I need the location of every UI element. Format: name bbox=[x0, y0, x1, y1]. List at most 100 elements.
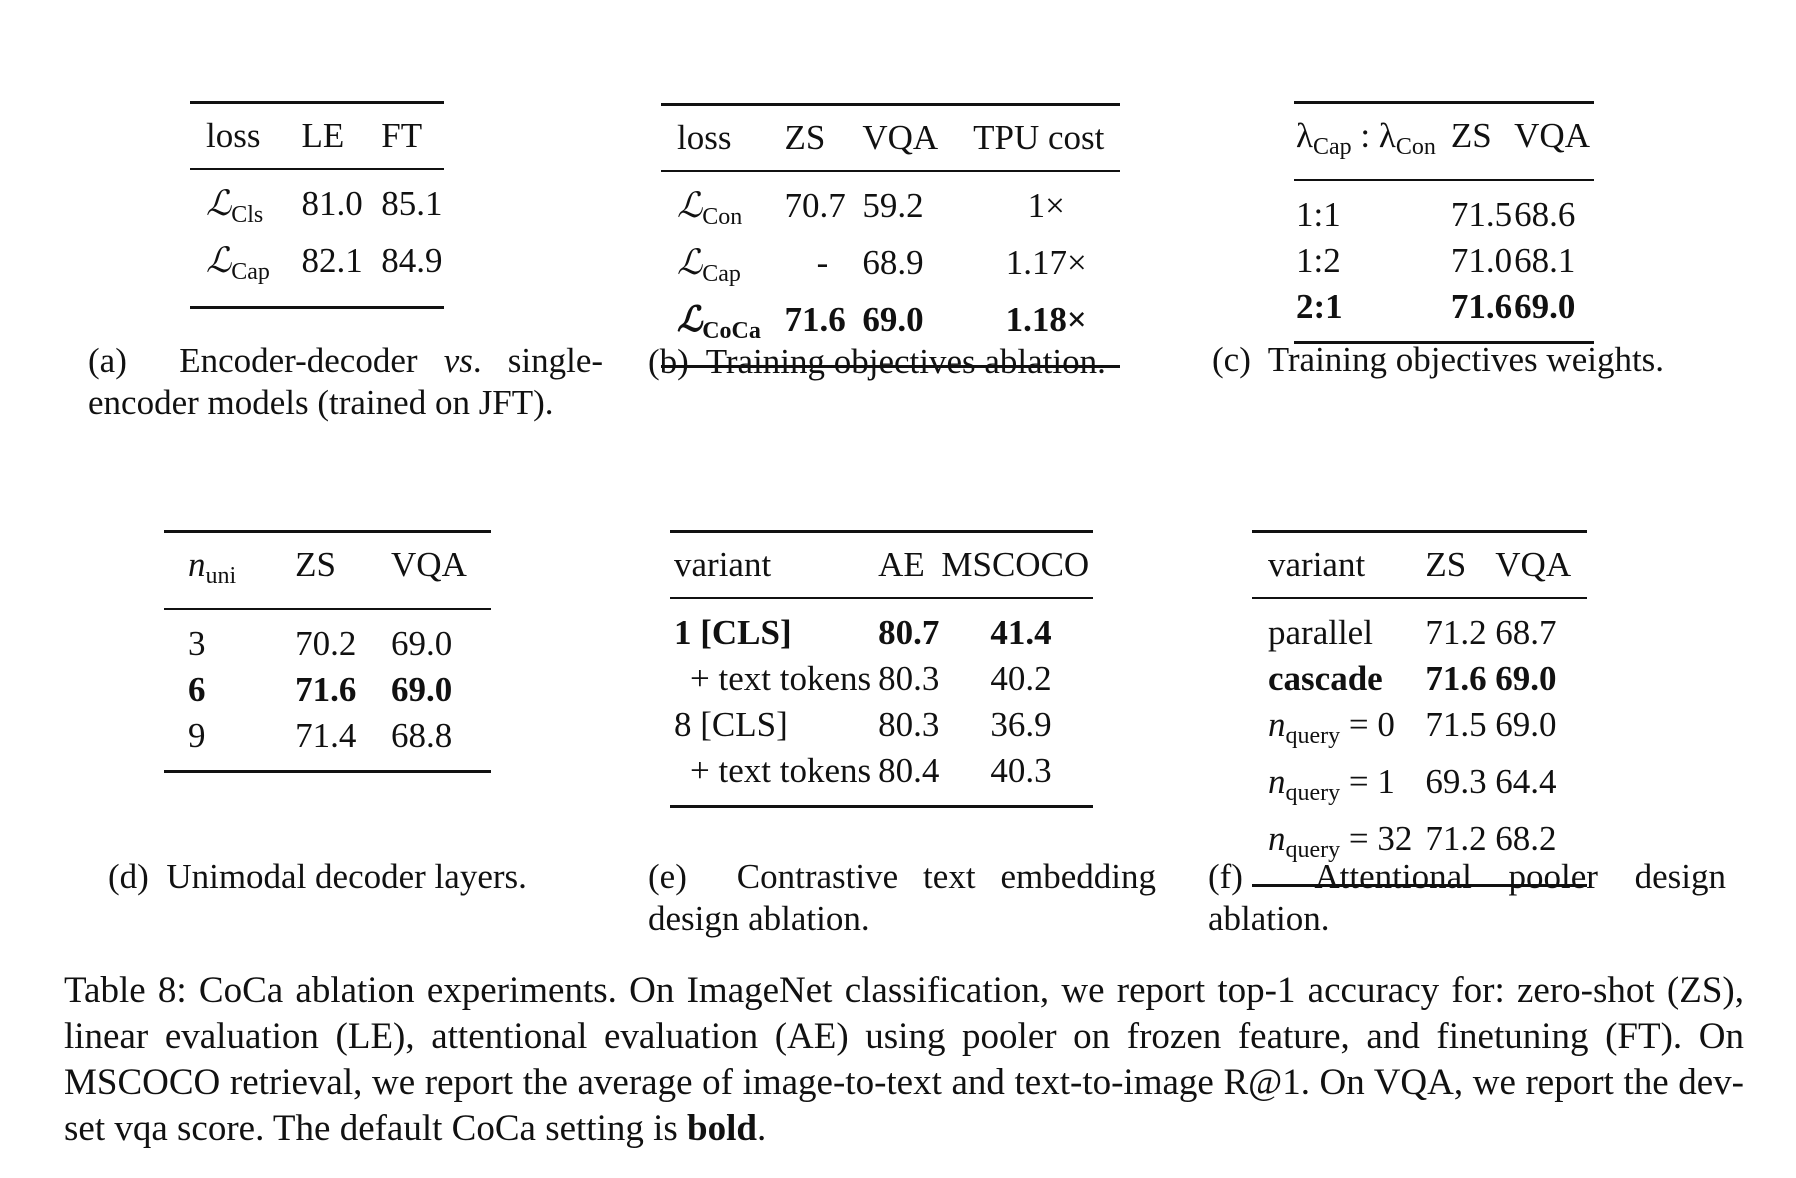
loss-symbol: ℒ bbox=[677, 186, 703, 226]
table-row: + text tokens 80.4 40.3 bbox=[670, 748, 1093, 807]
table-cell: + text tokens bbox=[690, 751, 872, 790]
table-e-panel: variant AE MSCOCO 1 [CLS] 80.7 41.4 + te… bbox=[670, 530, 1094, 808]
table-cell: - bbox=[816, 243, 829, 282]
table-cell: 71.6 bbox=[784, 300, 846, 339]
table-cell: 71.6 bbox=[1450, 287, 1513, 326]
table-d: nuni ZS VQA 3 70.2 69.0 6 71.6 69.0 9 71… bbox=[164, 530, 491, 773]
table-cell: 71.5 bbox=[1450, 195, 1513, 234]
n-symbol: n bbox=[188, 545, 206, 584]
table-b-header-vqa: VQA bbox=[861, 104, 973, 172]
n-symbol: n bbox=[1268, 705, 1286, 744]
caption-a-text-2: . single-encoder models (trained on JFT)… bbox=[88, 341, 604, 422]
table-c: λCap : λCon ZS VQA 1:1 71.5 68.6 1:2 71.… bbox=[1294, 101, 1594, 344]
table-cell: 85.1 bbox=[381, 184, 443, 223]
table-cell: 41.4 bbox=[990, 613, 1052, 652]
n-equals: = 32 bbox=[1340, 819, 1413, 858]
n-subscript: query bbox=[1285, 780, 1341, 806]
table-row: 1 [CLS] 80.7 41.4 bbox=[670, 598, 1093, 656]
caption-c-text: Training objectives weights. bbox=[1267, 340, 1665, 379]
caption-e: (e) Contrastive text embedding design ab… bbox=[648, 856, 1156, 940]
loss-subscript: Cls bbox=[231, 202, 264, 228]
table-row: cascade 71.6 69.0 bbox=[1252, 656, 1587, 702]
table-row: 9 71.4 68.8 bbox=[164, 713, 491, 772]
table-f-panel: variant ZS VQA parallel 71.2 68.7 cascad… bbox=[1252, 530, 1588, 887]
table-b-header-tpu: TPU cost bbox=[972, 104, 1121, 172]
table-cell: 40.3 bbox=[990, 751, 1052, 790]
table-cell: 71.2 bbox=[1425, 613, 1487, 652]
loss-symbol: ℒ bbox=[677, 243, 703, 283]
caption-d-label: (d) bbox=[108, 857, 149, 896]
table-row: ℒCap 82.1 84.9 bbox=[190, 238, 444, 308]
table-cell: 68.1 bbox=[1514, 241, 1576, 280]
table-e-header-ae: AE bbox=[872, 531, 941, 599]
table-d-header-n: nuni bbox=[164, 531, 295, 610]
table-cell: 71.0 bbox=[1450, 241, 1513, 280]
caption-f: (f) Attentional pooler design ablation. bbox=[1208, 856, 1726, 940]
caption-f-text: Attentional pooler design ablation. bbox=[1208, 857, 1726, 938]
table-cell: 68.2 bbox=[1495, 819, 1557, 858]
table-cell: 80.3 bbox=[878, 659, 940, 698]
table-a-panel: loss LE FT ℒCls 81.0 85.1 ℒCap 82.1 84.9 bbox=[190, 101, 445, 309]
table-cell: 68.6 bbox=[1514, 195, 1576, 234]
table-cell: 69.0 bbox=[1495, 659, 1557, 698]
table-cell: 6 bbox=[188, 670, 206, 709]
table-cell: 71.6 bbox=[295, 670, 357, 709]
lambda-subscript-con: Con bbox=[1395, 134, 1436, 160]
table-cell: 68.8 bbox=[391, 716, 453, 755]
table-row: ℒCon 70.7 59.2 1× bbox=[661, 171, 1120, 240]
table-f: variant ZS VQA parallel 71.2 68.7 cascad… bbox=[1252, 530, 1588, 887]
table-d-header-vqa: VQA bbox=[390, 531, 491, 610]
table-row: 6 71.6 69.0 bbox=[164, 667, 491, 713]
table-row: + text tokens 80.3 40.2 bbox=[670, 656, 1093, 702]
caption-e-text: Contrastive text embedding design ablati… bbox=[648, 857, 1156, 938]
table-cell: 71.2 bbox=[1425, 819, 1487, 858]
caption-b-text: Training objectives ablation. bbox=[705, 342, 1106, 381]
n-equals: = 1 bbox=[1340, 762, 1395, 801]
table-a: loss LE FT ℒCls 81.0 85.1 ℒCap 82.1 84.9 bbox=[190, 101, 445, 309]
table-f-header-zs: ZS bbox=[1413, 531, 1495, 599]
table-cell: 80.4 bbox=[878, 751, 940, 790]
table-row: nquery = 0 71.5 69.0 bbox=[1252, 702, 1587, 759]
caption-b-label: (b) bbox=[648, 342, 689, 381]
table-cell: 80.7 bbox=[878, 613, 940, 652]
table-cell: 1× bbox=[1027, 186, 1065, 225]
table-a-header-le: LE bbox=[300, 102, 381, 170]
table-cell: 1:2 bbox=[1296, 241, 1341, 280]
ratio-colon: : bbox=[1351, 116, 1379, 155]
lambda-symbol: λ bbox=[1378, 116, 1396, 155]
table-row: nquery = 32 71.2 68.2 bbox=[1252, 816, 1587, 886]
table-a-header-ft: FT bbox=[380, 102, 445, 170]
table-cell: 71.4 bbox=[295, 716, 357, 755]
loss-symbol: ℒ bbox=[677, 299, 703, 340]
table-8-caption-bold: bold bbox=[687, 1108, 757, 1149]
table-cell: 71.5 bbox=[1425, 705, 1487, 744]
caption-a: (a) Encoder-decoder vs. single-encoder m… bbox=[88, 340, 603, 424]
table-8-caption-text: Table 8: CoCa ablation experiments. On I… bbox=[64, 970, 1744, 1149]
caption-a-label: (a) bbox=[88, 341, 127, 380]
table-d-panel: nuni ZS VQA 3 70.2 69.0 6 71.6 69.0 9 71… bbox=[164, 530, 491, 773]
table-row: 2:1 71.6 69.0 bbox=[1294, 284, 1594, 343]
table-cell: 69.0 bbox=[391, 670, 453, 709]
table-cell: 59.2 bbox=[862, 186, 924, 225]
caption-c-label: (c) bbox=[1212, 340, 1251, 379]
n-symbol: n bbox=[1268, 762, 1286, 801]
table-cell: 8 [CLS] bbox=[674, 705, 788, 744]
table-row: ℒCls 81.0 85.1 bbox=[190, 169, 444, 238]
table-row: 1:1 71.5 68.6 bbox=[1294, 180, 1594, 238]
caption-b: (b) Training objectives ablation. bbox=[648, 341, 1168, 383]
n-symbol: n bbox=[1268, 819, 1286, 858]
table-b: loss ZS VQA TPU cost ℒCon 70.7 59.2 1× ℒ… bbox=[661, 103, 1121, 368]
table-cell: 68.9 bbox=[862, 243, 924, 282]
table-cell: 1 [CLS] bbox=[674, 613, 792, 652]
table-row: ℒCap - 68.9 1.17× bbox=[661, 240, 1120, 297]
loss-subscript: Con bbox=[702, 204, 743, 230]
table-row: 8 [CLS] 80.3 36.9 bbox=[670, 702, 1093, 748]
lambda-subscript-cap: Cap bbox=[1312, 134, 1352, 160]
table-row: ℒCoCa 71.6 69.0 1.18× bbox=[661, 297, 1120, 367]
loss-subscript: Cap bbox=[702, 261, 741, 287]
table-e: variant AE MSCOCO 1 [CLS] 80.7 41.4 + te… bbox=[670, 530, 1094, 808]
table-cell: 68.7 bbox=[1495, 613, 1557, 652]
n-subscript: query bbox=[1285, 723, 1341, 749]
table-e-header-variant: variant bbox=[670, 531, 873, 599]
table-c-panel: λCap : λCon ZS VQA 1:1 71.5 68.6 1:2 71.… bbox=[1294, 101, 1594, 344]
